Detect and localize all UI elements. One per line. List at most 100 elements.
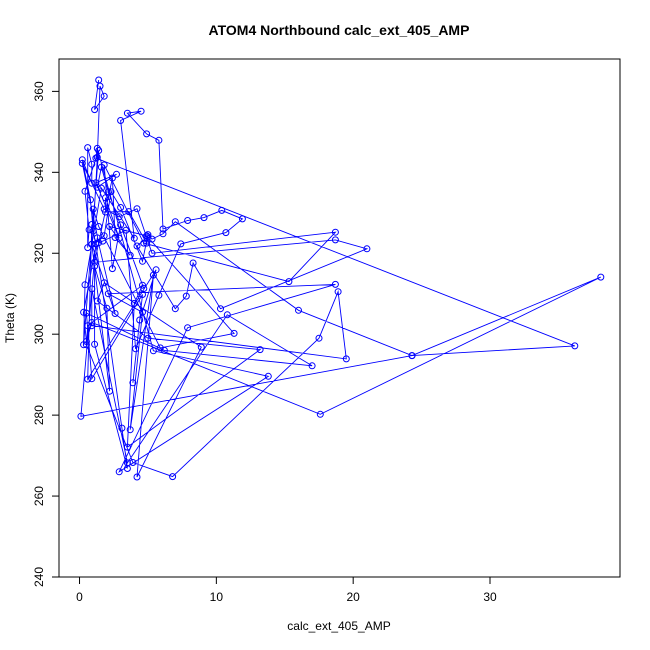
data-point <box>331 236 339 244</box>
data-point <box>149 347 157 355</box>
data-point <box>285 278 293 286</box>
x-axis-label: calc_ext_405_AMP <box>287 619 390 633</box>
y-tick-label: 320 <box>32 243 46 263</box>
data-point <box>117 221 125 229</box>
data-point <box>81 281 89 289</box>
data-point <box>88 160 96 168</box>
data-point <box>115 468 123 476</box>
data-point <box>92 154 100 162</box>
data-point <box>117 204 125 211</box>
data-point <box>78 156 86 164</box>
data-point <box>331 280 339 288</box>
data-point <box>184 217 192 224</box>
data-point <box>137 107 145 115</box>
data-point <box>139 281 146 289</box>
data-point <box>152 266 160 274</box>
data-point <box>84 375 92 383</box>
data-point <box>106 223 114 230</box>
data-point <box>89 227 97 235</box>
y-tick-label: 300 <box>32 324 46 344</box>
y-axis: 240 260 280 300 320 340 360 <box>32 81 60 587</box>
data-point <box>103 304 111 312</box>
data-point <box>77 412 85 420</box>
chart-title: ATOM4 Northbound calc_ext_405_AMP <box>209 22 470 38</box>
data-point <box>82 309 90 317</box>
data-point <box>256 346 264 354</box>
data-point <box>104 188 112 196</box>
data-point <box>91 262 99 270</box>
data-point <box>88 285 96 293</box>
x-tick-label: 30 <box>483 590 497 604</box>
data-point <box>91 340 99 348</box>
data-point <box>78 159 86 167</box>
data-point <box>125 208 133 216</box>
data-point <box>100 232 108 240</box>
data-point <box>223 311 231 319</box>
data-point <box>102 208 109 216</box>
data-point <box>88 221 96 228</box>
data-point <box>148 249 156 257</box>
y-tick-label: 280 <box>32 405 46 425</box>
data-point <box>100 279 108 287</box>
data-point <box>136 316 144 324</box>
data-point <box>308 362 316 370</box>
data-point <box>130 234 138 242</box>
data-point <box>182 292 190 300</box>
data-point <box>107 188 115 196</box>
data-point <box>88 319 96 326</box>
data-point <box>93 144 101 152</box>
data-point <box>111 310 119 317</box>
data-point <box>91 106 99 114</box>
data-point <box>230 329 238 337</box>
data-point <box>149 271 157 279</box>
data-point <box>597 273 605 281</box>
data-point <box>148 235 156 243</box>
data-point <box>100 92 108 100</box>
data-point <box>89 205 97 213</box>
data-point <box>123 109 131 117</box>
data-point <box>108 265 116 273</box>
data-point <box>115 234 123 242</box>
data-point <box>111 234 119 241</box>
data-point <box>87 196 94 204</box>
x-tick-label: 0 <box>76 590 83 604</box>
data-point <box>91 258 99 266</box>
x-tick-label: 10 <box>210 590 224 604</box>
data-point <box>143 239 151 247</box>
data-point <box>123 443 131 451</box>
data-point <box>80 308 88 316</box>
data-point <box>140 239 148 247</box>
data-point <box>126 251 134 259</box>
data-point <box>295 306 302 314</box>
data-point <box>81 187 89 195</box>
y-tick-label: 360 <box>32 81 46 101</box>
data-point <box>129 379 137 387</box>
data-point <box>571 342 579 350</box>
data-point <box>144 231 152 239</box>
data-point <box>342 355 350 363</box>
data-point <box>184 324 192 332</box>
data-point <box>130 299 138 307</box>
data-point <box>93 183 101 191</box>
data-point <box>144 334 152 342</box>
data-point <box>315 334 323 342</box>
data-point <box>115 213 123 221</box>
y-tick-label: 340 <box>32 162 46 182</box>
data-point <box>159 230 167 238</box>
data-point <box>331 228 339 236</box>
x-tick-label: 20 <box>347 590 361 604</box>
data-point <box>95 223 103 230</box>
data-point <box>197 343 205 351</box>
data-point <box>92 179 100 187</box>
data-point <box>92 240 100 248</box>
data-point <box>88 322 96 330</box>
data-point <box>408 352 416 360</box>
data-point <box>159 225 167 233</box>
data-point <box>169 473 177 481</box>
data-point <box>155 136 163 144</box>
data-point <box>171 218 179 226</box>
data-point <box>122 226 130 234</box>
x-axis: 0 10 20 30 <box>76 576 497 604</box>
y-tick-label: 260 <box>32 486 46 506</box>
